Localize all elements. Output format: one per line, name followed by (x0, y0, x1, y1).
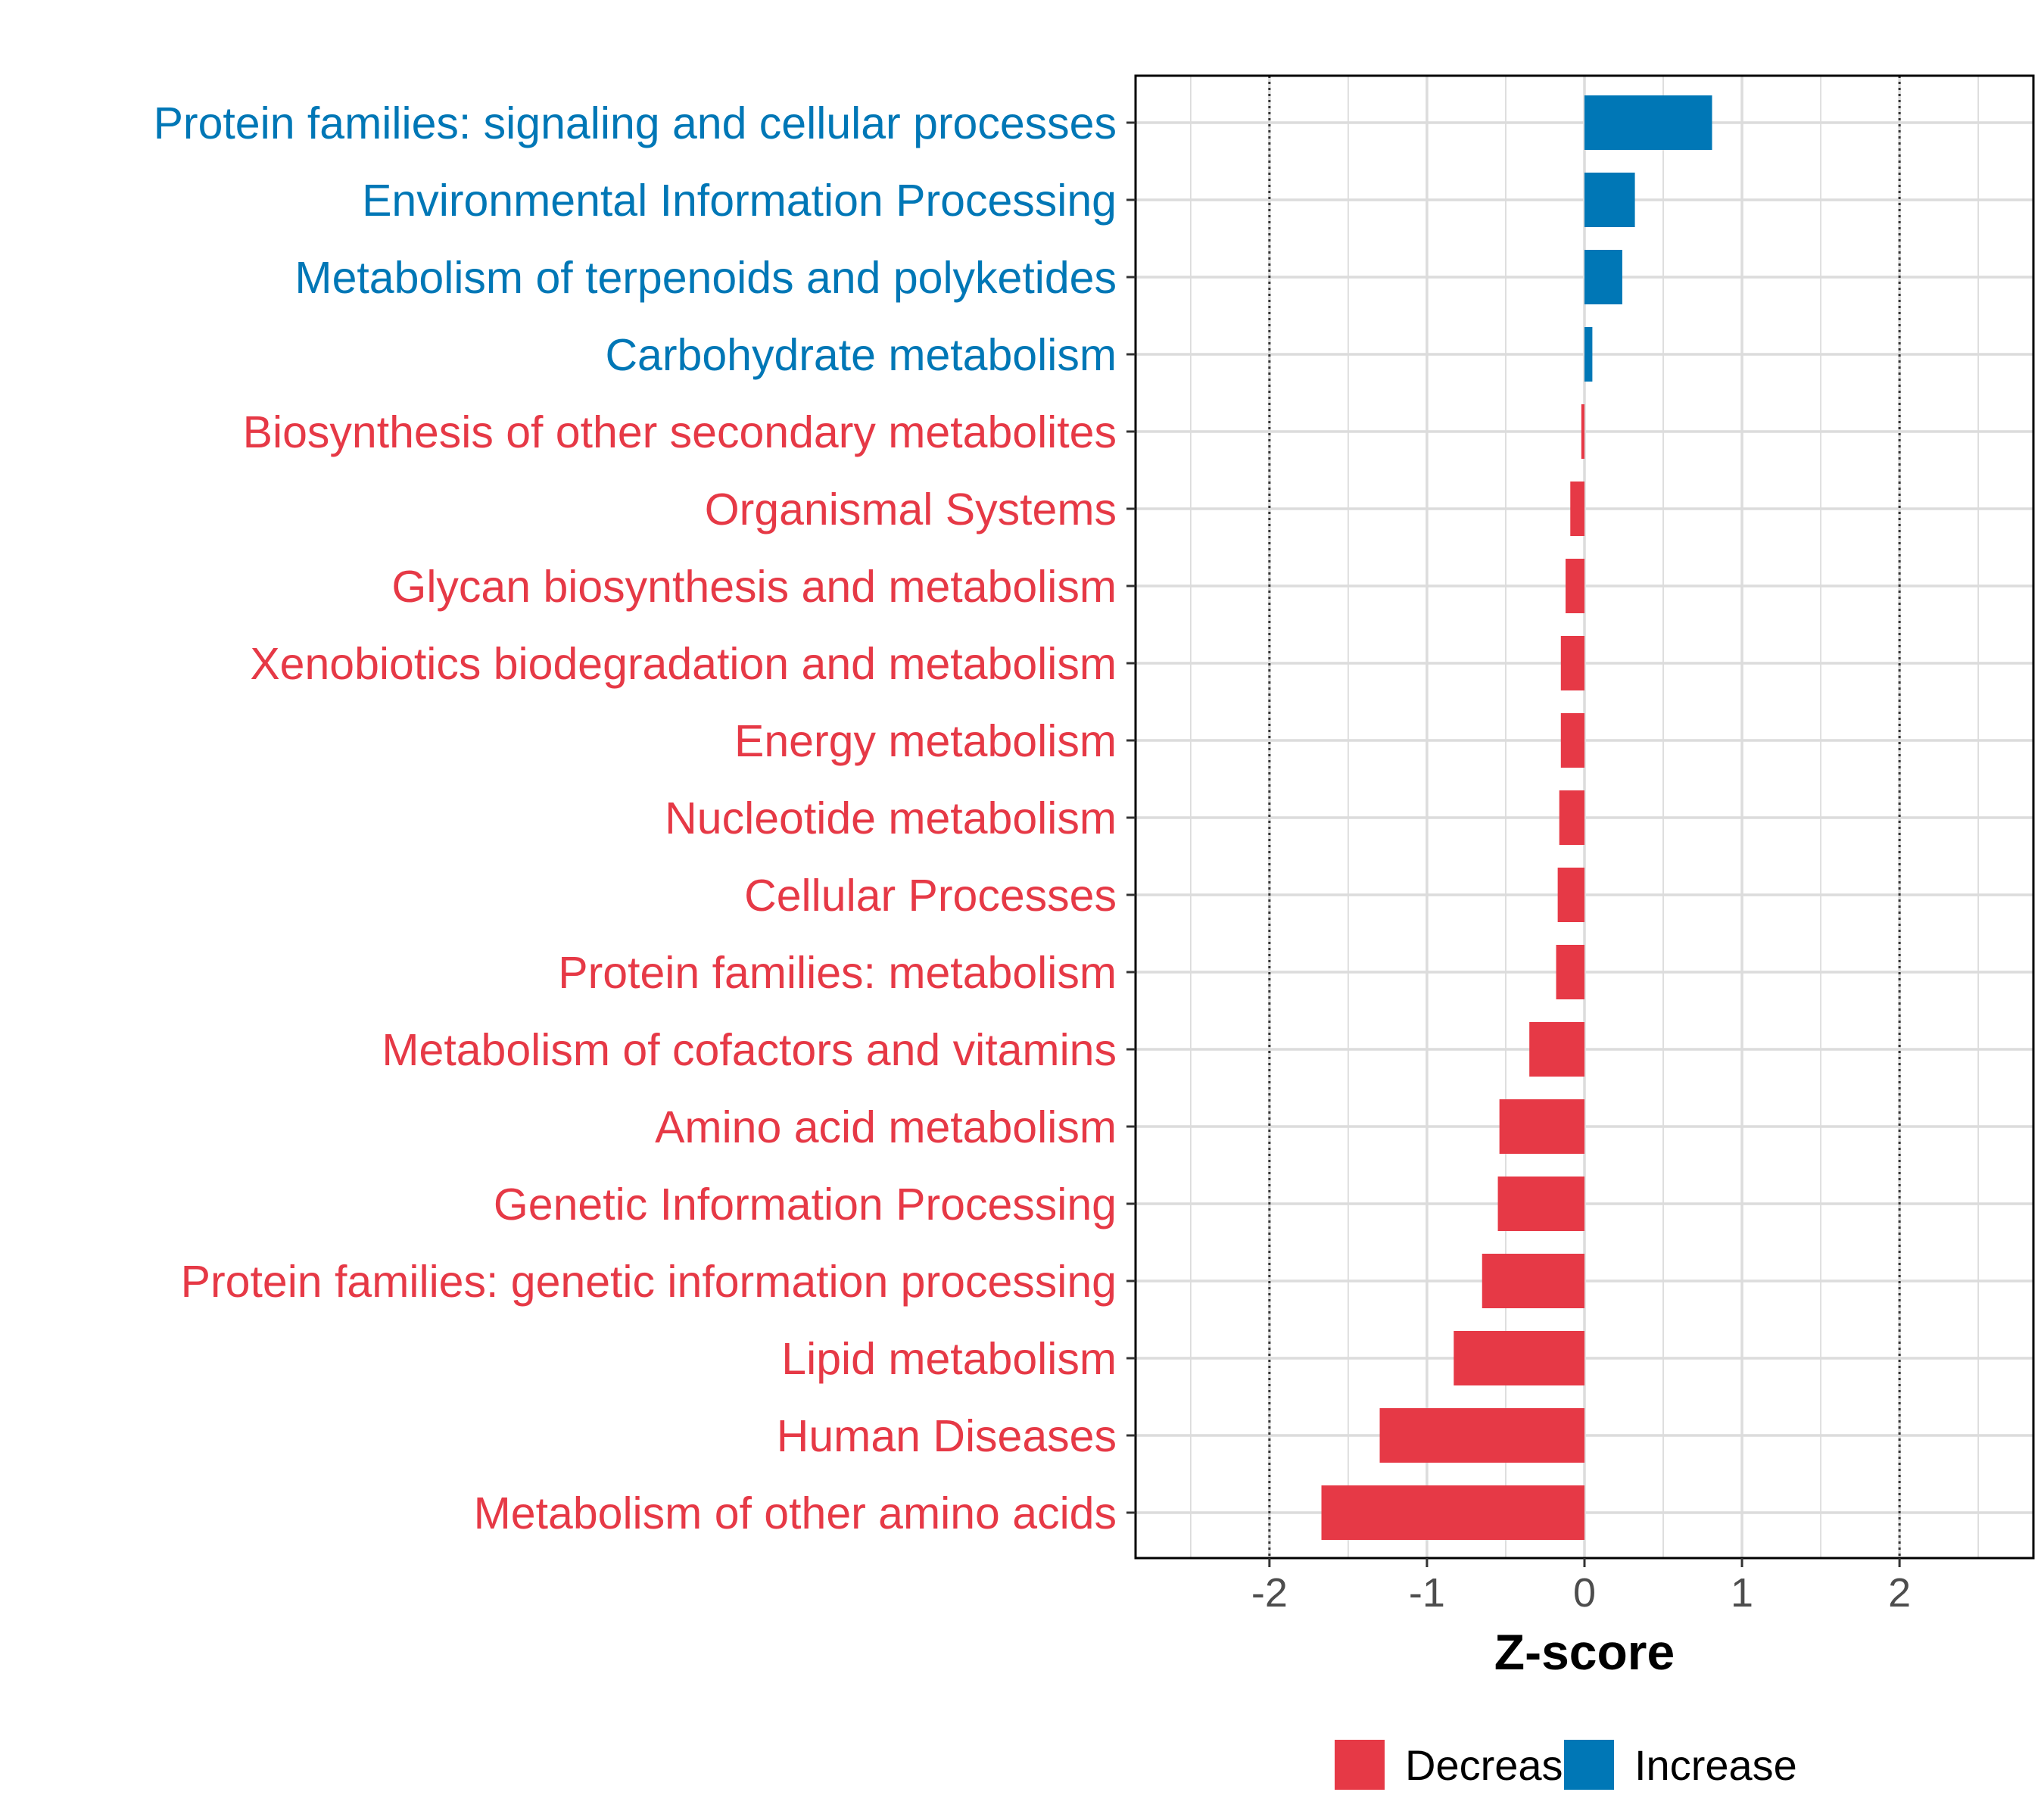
bar (1566, 559, 1584, 613)
x-axis-title: Z-score (1494, 1624, 1675, 1680)
y-tick-label: Organismal Systems (705, 485, 1117, 535)
bar (1321, 1485, 1584, 1540)
y-tick-label: Amino acid metabolism (655, 1102, 1117, 1152)
reference-lines (1268, 76, 1901, 1558)
legend: Decrease Increase (1335, 1740, 1797, 1790)
x-tick-label: 2 (1888, 1570, 1911, 1616)
bars (1321, 95, 1712, 1540)
legend-key (1335, 1740, 1385, 1790)
y-tick-label: Carbohydrate metabolism (605, 330, 1117, 380)
y-tick-label: Metabolism of cofactors and vitamins (382, 1025, 1117, 1075)
bar (1560, 636, 1584, 690)
y-tick-label: Metabolism of terpenoids and polyketides (294, 253, 1117, 303)
y-tick-label: Glycan biosynthesis and metabolism (391, 562, 1117, 612)
legend-key (1564, 1740, 1614, 1790)
y-tick-label: Protein families: genetic information pr… (181, 1257, 1117, 1307)
bar (1497, 1177, 1584, 1231)
bar (1557, 868, 1584, 922)
legend-label: Decrease (1405, 1741, 1587, 1789)
bar (1454, 1331, 1584, 1385)
x-tick-label: -1 (1409, 1570, 1445, 1616)
y-tick-label: Cellular Processes (744, 871, 1117, 921)
x-tick-label: -2 (1251, 1570, 1288, 1616)
bar (1559, 790, 1584, 845)
y-tick-label: Metabolism of other amino acids (474, 1488, 1117, 1538)
bar (1556, 945, 1584, 999)
bar (1581, 404, 1584, 459)
y-tick-label: Nucleotide metabolism (665, 793, 1117, 843)
x-axis: -2 -1 0 1 2 (1251, 1558, 1911, 1616)
bar (1584, 173, 1635, 227)
bar (1499, 1099, 1584, 1154)
y-tick-label: Human Diseases (777, 1411, 1117, 1461)
bar (1584, 250, 1622, 304)
bar (1379, 1408, 1584, 1463)
y-tick-label: Biosynthesis of other secondary metaboli… (243, 407, 1117, 457)
bar (1584, 327, 1593, 382)
bar (1570, 482, 1584, 536)
x-tick-label: 0 (1573, 1570, 1596, 1616)
y-tick-label: Lipid metabolism (781, 1334, 1117, 1384)
x-tick-label: 1 (1731, 1570, 1753, 1616)
bar (1482, 1254, 1584, 1308)
y-tick-label: Energy metabolism (734, 716, 1117, 766)
y-axis: Protein families: signaling and cellular… (154, 98, 1136, 1538)
bar (1584, 95, 1712, 150)
legend-label: Increase (1634, 1741, 1797, 1789)
y-tick-label: Genetic Information Processing (494, 1180, 1117, 1230)
y-tick-label: Environmental Information Processing (362, 176, 1117, 226)
bar (1529, 1022, 1584, 1077)
y-tick-label: Protein families: metabolism (558, 948, 1117, 998)
y-tick-label: Xenobiotics biodegradation and metabolis… (250, 639, 1117, 689)
y-tick-label: Protein families: signaling and cellular… (154, 98, 1117, 148)
bar (1560, 713, 1584, 768)
